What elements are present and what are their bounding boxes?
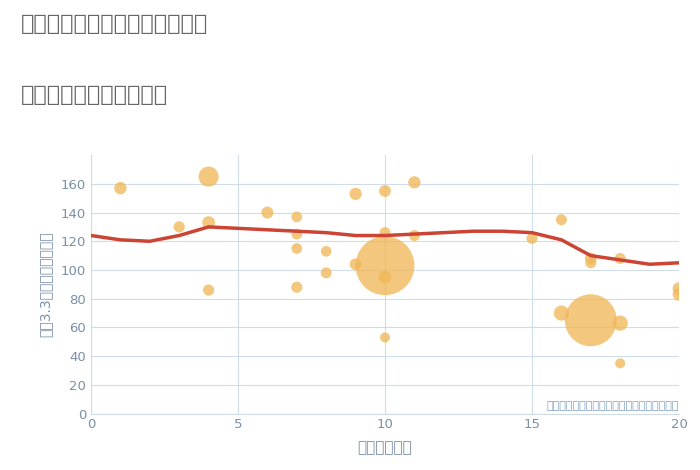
Point [115,184,126,192]
Point [556,216,567,223]
Text: 愛知県名古屋市瑞穂区二野町の: 愛知県名古屋市瑞穂区二野町の [21,14,209,34]
Point [291,283,302,291]
Point [379,262,391,269]
Point [291,230,302,238]
Point [409,232,420,239]
Point [379,229,391,236]
Point [379,334,391,341]
Point [615,360,626,367]
Point [174,223,185,231]
Text: 円の大きさは、取引のあった物件面積を示す: 円の大きさは、取引のあった物件面積を示す [547,401,679,411]
Point [673,290,685,298]
Point [350,260,361,268]
Text: 駅距離別中古戸建て価格: 駅距離別中古戸建て価格 [21,85,168,105]
Point [673,285,685,292]
Point [203,286,214,294]
Point [379,187,391,195]
Point [556,309,567,317]
Point [585,259,596,266]
Point [526,235,538,242]
Point [615,255,626,262]
Point [350,190,361,197]
Point [291,245,302,252]
Y-axis label: 坪（3.3㎡）単価（万円）: 坪（3.3㎡）単価（万円） [38,232,52,337]
Point [262,209,273,216]
Point [321,269,332,277]
Point [203,219,214,227]
Point [379,274,391,281]
Point [409,179,420,186]
Point [203,173,214,180]
Point [321,248,332,255]
Point [615,320,626,327]
X-axis label: 駅距離（分）: 駅距離（分） [358,440,412,455]
Point [585,316,596,324]
Point [291,213,302,220]
Point [585,255,596,262]
